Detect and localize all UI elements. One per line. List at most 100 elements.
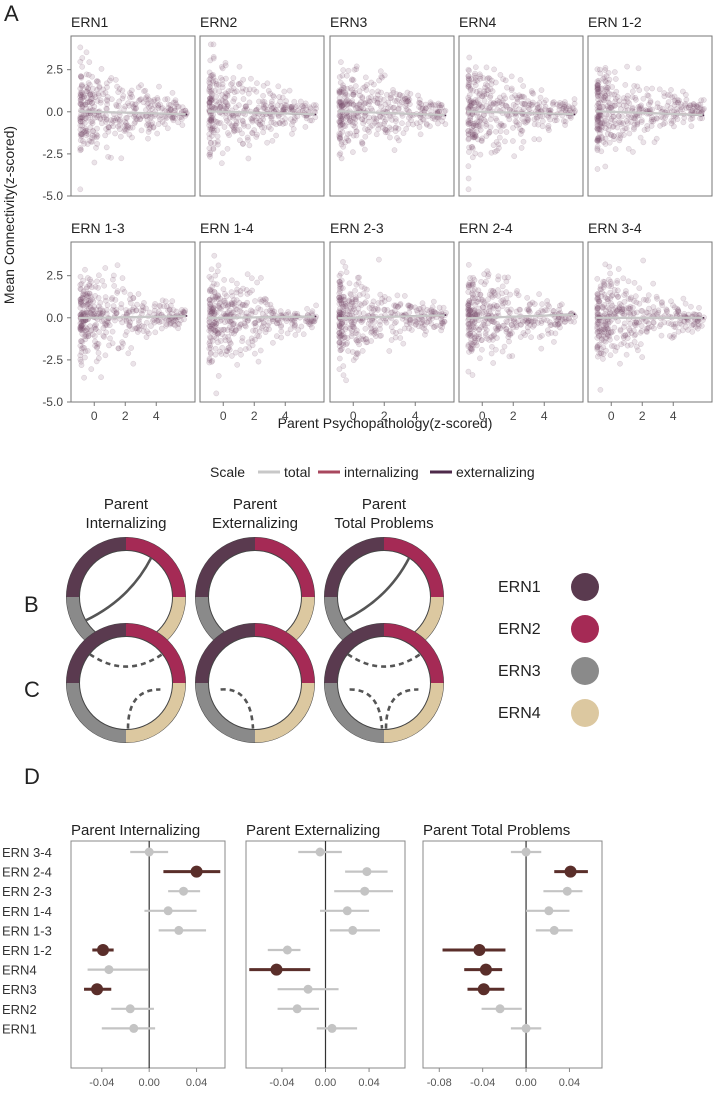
scatter-point [291,98,298,105]
coef-category-label: ERN 2-4 [2,865,52,880]
scatter-point [287,116,294,123]
scatter-legend: Scale total internalizing externalizing [210,464,535,480]
scatter-point [170,117,177,124]
scatter-point [77,126,84,133]
scatter-point [347,290,354,297]
scatter-point [337,113,344,120]
scatter-point [468,100,475,106]
scatter-point [211,140,218,146]
scatter-point [496,134,503,141]
scatter-point [308,310,315,317]
scatter-point [624,95,630,102]
scatter-point [77,132,84,138]
scatter-point [94,86,100,93]
facet-frame [587,35,713,197]
scatter-point [565,103,572,110]
scatter-point [481,112,487,118]
scatter-point [352,287,358,294]
scatter-point [162,298,169,305]
scatter-point [606,104,613,111]
scatter-point [487,94,493,101]
scatter-point [225,333,231,340]
scatter-point [535,121,542,128]
scatter-point [278,334,285,341]
scatter-point [486,129,493,135]
scatter-point [657,321,664,328]
point-estimate [362,867,372,877]
scatter-point [377,121,384,128]
x-tick-label: 0 [608,409,615,423]
scatter-point [91,91,98,98]
scatter-point [553,117,560,124]
scatter-point [369,328,375,335]
scatter-point [492,79,499,86]
scatter-point [261,124,268,131]
scatter-point [700,97,707,103]
scatter-point [336,74,343,80]
scatter-point [207,338,213,345]
scatter-point [242,323,249,330]
scatter-point [340,115,346,122]
scatter-point [488,81,495,87]
scatter-point [158,105,165,112]
scatter-point [631,83,638,89]
scatter-point [495,276,501,283]
scatter-point [166,101,172,108]
scatter-point [337,131,344,138]
scatter-point [407,90,414,97]
scatter-point [487,86,494,93]
scatter-point [340,67,347,73]
scatter-point [470,134,477,141]
scatter-point [381,121,387,127]
point-estimate [144,847,154,857]
scatter-point [216,120,222,127]
scatter-point [562,118,569,125]
scatter-point [493,139,500,145]
scatter-point [125,350,132,357]
scatter-point [466,82,473,88]
scatter-point [300,103,306,110]
scatter-point [209,114,216,121]
scatter-point [340,102,346,109]
ern-legend-swatch-ern1 [571,573,599,601]
scatter-point [382,126,389,133]
scatter-point [257,121,264,128]
scatter-point [89,73,95,80]
scatter-point [214,127,221,134]
scatter-point [547,116,553,123]
scatter-point [659,299,665,305]
scatter-point [414,309,421,316]
scatter-point [242,103,249,110]
scatter-point [525,104,532,111]
scatter-point [97,99,104,106]
scatter-point [420,116,427,123]
scatter-point [541,99,547,106]
scatter-point [499,348,506,355]
scatter-point [253,117,260,124]
scatter-point [419,105,426,112]
scatter-point [172,97,179,104]
scatter-point [169,89,176,96]
scatter-point [270,92,276,99]
point-estimate [521,847,531,857]
scatter-point [623,103,630,110]
scatter-point [123,328,130,335]
scatter-point [300,104,307,111]
scatter-point [552,330,559,337]
scatter-point [155,102,162,108]
scatter-point [483,91,490,98]
scatter-point [237,347,244,353]
scatter-point [342,263,349,270]
facet-title: ERN 1-2 [588,14,642,30]
scatter-point [146,309,153,316]
scatter-point [243,86,249,93]
scatter-point [208,114,215,121]
scatter-point [437,104,443,111]
scatter-point [499,101,506,108]
scatter-point [594,296,601,303]
scatter-point [103,80,110,87]
scatter-point [251,127,258,133]
scatter-point [349,98,356,104]
scatter-point [624,92,631,99]
